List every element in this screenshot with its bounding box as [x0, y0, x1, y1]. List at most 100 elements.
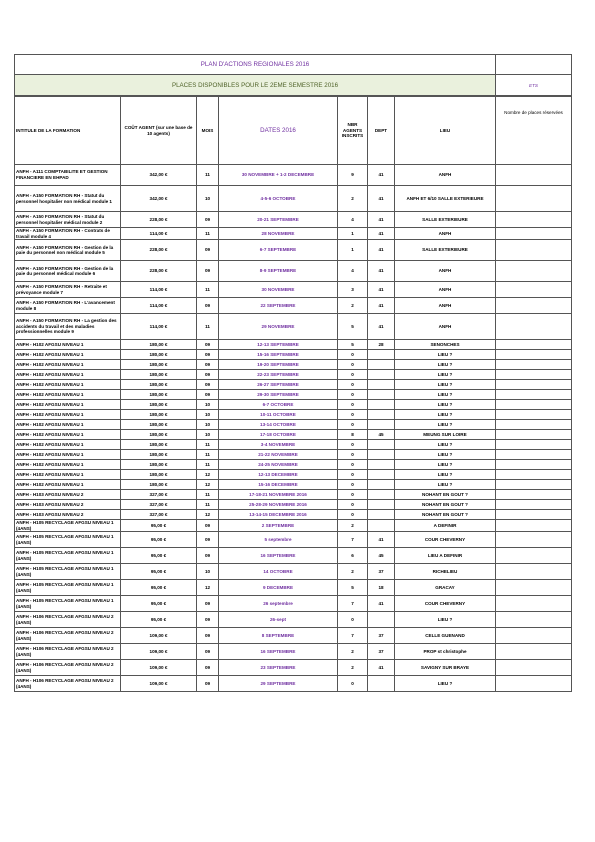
cell-dates: 28 NOVEMBRE [218, 226, 338, 241]
document-sheet: PLAN D'ACTIONS REGIONALES 2016 PLACES DI… [14, 54, 572, 693]
cell-lieu: ANFH ET 6/10 SALLE EXTERIEURE [394, 185, 496, 212]
cell-cost: 180,00 € [120, 379, 197, 391]
table-row: ANFH - A150 FORMATION RH - Statut du per… [14, 211, 572, 228]
cell-reserved [495, 339, 572, 351]
cell-cost: 109,00 € [120, 675, 197, 693]
cell-lieu: LIEU ? [394, 419, 496, 431]
cell-cost: 180,00 € [120, 409, 197, 421]
cell-name: ANFH - H105 RECYCLAGE AFGSU NIVEAU 1 (4A… [14, 519, 121, 533]
cell-lieu: LIEU ? [394, 349, 496, 361]
cell-nbr: 0 [337, 675, 368, 693]
cell-reserved [495, 399, 572, 411]
cell-name: ANFH - H102 AFGSU NIVEAU 1 [14, 459, 121, 471]
cell-name: ANFH - A150 FORMATION RH - Gestion de la… [14, 239, 121, 262]
cell-dates: 17-18 OCTOBRE [218, 429, 338, 441]
cell-cost: 228,00 € [120, 260, 197, 283]
cell-dept: 37 [367, 627, 395, 645]
cell-dept [367, 389, 395, 401]
cell-lieu: COUR CHEVERNY [394, 595, 496, 613]
cell-dept: 41 [367, 164, 395, 186]
cell-nbr: 0 [337, 479, 368, 491]
cell-mois: 09 [196, 297, 219, 315]
cell-reserved [495, 281, 572, 299]
cell-dept [367, 489, 395, 501]
table-row: ANFH - H102 AFGSU NIVEAU 1 180,00 €09 22-2… [14, 369, 572, 381]
table-row: ANFH - H102 AFGSU NIVEAU 1 180,00 €11 3-4 … [14, 439, 572, 451]
cell-mois: 09 [196, 643, 219, 661]
cell-mois: 09 [196, 675, 219, 693]
cell-reserved [495, 643, 572, 661]
cell-dept: 41 [367, 313, 395, 341]
cell-cost: 180,00 € [120, 359, 197, 371]
cell-lieu: LIEU ? [394, 449, 496, 461]
cell-dates: 12-13 DECEMBRE [218, 469, 338, 481]
cell-nbr: 0 [337, 369, 368, 381]
cell-reserved [495, 489, 572, 501]
table-row: ANFH - A150 FORMATION RH - Statut du per… [14, 185, 572, 212]
cell-dates: 22-23 SEPTEMBRE [218, 369, 338, 381]
cell-reserved [495, 519, 572, 533]
cell-name: ANFH - H102 AFGSU NIVEAU 1 [14, 439, 121, 451]
cell-lieu: LIEU ? [394, 439, 496, 451]
cell-dates: 29-30 SEPTEMBRE [218, 389, 338, 401]
page-title: PLAN D'ACTIONS REGIONALES 2016 [14, 54, 496, 75]
cell-dept: 41 [367, 297, 395, 315]
cell-cost: 95,00 € [120, 547, 197, 565]
cell-lieu: NOHANT EN GOUT ? [394, 509, 496, 521]
cell-mois: 10 [196, 563, 219, 581]
cell-nbr: 8 [337, 429, 368, 441]
cell-dept [367, 519, 395, 533]
cell-dates: 9 DECEMBRE [218, 579, 338, 597]
cell-name: ANFH - A150 FORMATION RH - La gestion de… [14, 313, 121, 341]
cell-lieu: GRACAY [394, 579, 496, 597]
table-row: ANFH - H102 AFGSU NIVEAU 1 180,00 €09 12-1… [14, 339, 572, 351]
cell-reserved [495, 469, 572, 481]
cell-reserved [495, 595, 572, 613]
cell-lieu: SALLE EXTERIEURE [394, 211, 496, 228]
cell-dept [367, 409, 395, 421]
table-row: ANFH - A150 FORMATION RH - Gestion de la… [14, 260, 572, 283]
col-header-name: INTITULE DE LA FORMATION [14, 96, 121, 165]
cell-mois: 09 [196, 239, 219, 262]
cell-dept [367, 611, 395, 629]
cell-cost: 180,00 € [120, 429, 197, 441]
col-header-reserved: Nombre de places réservées [495, 96, 572, 165]
cell-name: ANFH - H102 AFGSU NIVEAU 1 [14, 369, 121, 381]
cell-dept: 41 [367, 185, 395, 212]
cell-cost: 180,00 € [120, 349, 197, 361]
cell-lieu: ANFH [394, 313, 496, 341]
table-row: ANFH - H102 AFGSU NIVEAU 1 180,00 €10 6-7 … [14, 399, 572, 411]
cell-mois: 11 [196, 439, 219, 451]
cell-lieu: NOHANT EN GOUT ? [394, 499, 496, 511]
cell-reserved [495, 531, 572, 549]
cell-lieu: LIEU ? [394, 611, 496, 629]
cell-lieu: COUR CHEVERNY [394, 531, 496, 549]
cell-name: ANFH - H102 AFGSU NIVEAU 1 [14, 389, 121, 401]
cell-nbr: 7 [337, 627, 368, 645]
cell-nbr: 2 [337, 659, 368, 677]
cell-dept [367, 499, 395, 511]
cell-mois: 09 [196, 547, 219, 565]
cell-name: ANFH - A111 COMPTABILITE ET GESTION FINA… [14, 164, 121, 186]
cell-nbr: 1 [337, 226, 368, 241]
cell-mois: 12 [196, 579, 219, 597]
cell-reserved [495, 509, 572, 521]
cell-dept: 41 [367, 226, 395, 241]
cell-lieu: LIEU ? [394, 459, 496, 471]
cell-mois: 10 [196, 429, 219, 441]
cell-mois: 11 [196, 164, 219, 186]
cell-mois: 11 [196, 313, 219, 341]
cell-nbr: 0 [337, 419, 368, 431]
cell-mois: 09 [196, 595, 219, 613]
cell-mois: 11 [196, 459, 219, 471]
table-row: ANFH - H102 AFGSU NIVEAU 1 180,00 €09 19-2… [14, 359, 572, 371]
cell-dates: 25-28-29 NOVEMBRE 2016 [218, 499, 338, 511]
table-row: ANFH - A150 FORMATION RH - La gestion de… [14, 313, 572, 341]
cell-cost: 180,00 € [120, 479, 197, 491]
cell-mois: 09 [196, 531, 219, 549]
cell-cost: 327,00 € [120, 509, 197, 521]
table-row: ANFH - H105 RECYCLAGE AFGSU NIVEAU 1 (4A… [14, 595, 572, 613]
cell-cost: 95,00 € [120, 611, 197, 629]
table-row: ANFH - H106 RECYCLAGE AFGSU NIVEAU 2 (4A… [14, 627, 572, 645]
cell-lieu: A DEFINIR [394, 519, 496, 533]
